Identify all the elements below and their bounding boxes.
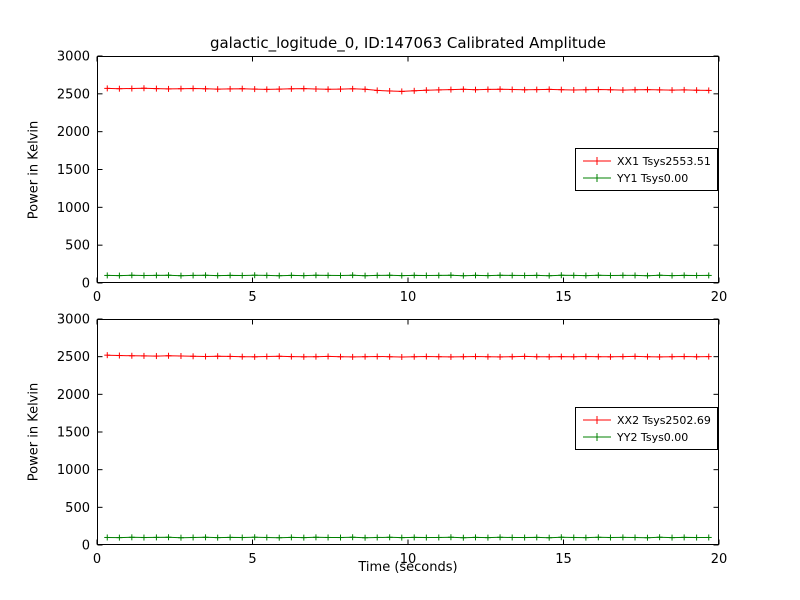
x-tick-label: 20	[711, 552, 728, 567]
legend-box	[575, 407, 718, 450]
x-tick-label: 10	[400, 552, 417, 567]
series-line	[107, 87, 709, 92]
y-tick-label: 0	[82, 277, 90, 292]
bottom-y-axis-label: Power in Kelvin	[26, 382, 42, 482]
legend-label: YY2 Tsys0.00	[616, 431, 688, 444]
y-tick-label: 1000	[57, 201, 90, 216]
top-subplot: 0 5 10 15 20 0 500 1000 1500 2000 2500 3000 XX1 Tsys…	[57, 50, 727, 306]
series-line	[107, 536, 709, 539]
x-tick-label: 15	[555, 552, 572, 567]
chart-title: galactic_logitude_0, ID:147063 Calibrate…	[209, 34, 607, 52]
x-axis-label: Time (seconds)	[358, 560, 458, 575]
top-y-axis-label: Power in Kelvin	[26, 120, 42, 220]
legend-box	[575, 148, 718, 191]
y-tick-label: 2500	[57, 87, 90, 102]
x-tick-label: 10	[400, 290, 417, 305]
x-tick-label: 20	[711, 290, 728, 305]
legend-label: YY1 Tsys0.00	[616, 172, 688, 185]
y-tick-label: 3000	[57, 313, 90, 328]
y-tick-label: 500	[65, 239, 90, 254]
y-tick-label: 1500	[57, 163, 90, 178]
series-line	[107, 274, 709, 277]
series-line	[107, 354, 709, 358]
y-tick-label: 2500	[57, 350, 90, 365]
x-tick-label: 5	[248, 552, 256, 567]
x-tick-label: 0	[93, 290, 101, 305]
y-tick-label: 500	[65, 501, 90, 516]
y-tick-label: 2000	[57, 388, 90, 403]
y-tick-label: 1500	[57, 426, 90, 441]
bottom-subplot: 0 5 10 15 20 0 500 1000 1500 2000 2500 3000 XX2 Tsys…	[57, 313, 727, 568]
x-tick-label: 5	[248, 290, 256, 305]
legend-label: XX2 Tsys2502.69	[617, 414, 711, 427]
y-tick-label: 2000	[57, 125, 90, 140]
y-tick-label: 1000	[57, 463, 90, 478]
legend-label: XX1 Tsys2553.51	[617, 155, 711, 168]
y-tick-label: 0	[82, 539, 90, 554]
x-tick-label: 0	[93, 552, 101, 567]
y-tick-label: 3000	[57, 50, 90, 65]
x-tick-label: 15	[555, 290, 572, 305]
